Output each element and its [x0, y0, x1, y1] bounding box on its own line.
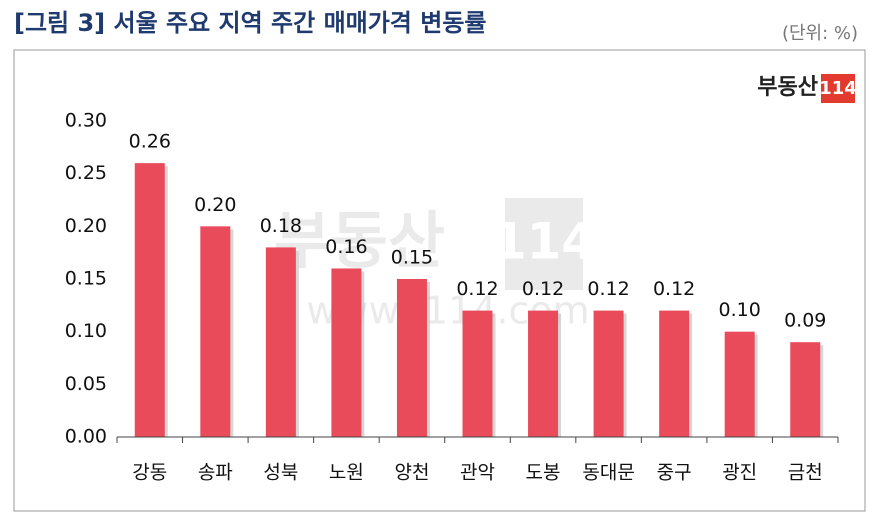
x-tick-label: 송파	[198, 462, 233, 484]
watermark-text: 부동산	[274, 204, 445, 277]
bar	[659, 310, 690, 437]
y-tick-label: 0.20	[65, 215, 107, 237]
watermark-box	[505, 198, 583, 290]
chart-title: [그림 3] 서울 주요 지역 주간 매매가격 변동률	[14, 9, 486, 37]
value-label: 0.09	[784, 310, 826, 332]
bar	[396, 279, 427, 437]
bar	[462, 310, 493, 437]
y-tick-label: 0.00	[65, 426, 107, 448]
value-label: 0.12	[456, 278, 498, 300]
logo-text: 부동산	[757, 75, 818, 100]
x-tick-label: 노원	[329, 462, 364, 484]
value-label: 0.10	[719, 299, 761, 321]
y-tick-label: 0.15	[65, 268, 107, 290]
x-tick-label: 성북	[263, 462, 298, 484]
value-label: 0.18	[260, 215, 302, 237]
value-label: 0.26	[129, 131, 171, 153]
x-tick-label: 강동	[132, 462, 167, 484]
value-label: 0.20	[194, 194, 236, 216]
value-label: 0.12	[587, 278, 629, 300]
x-tick-label: 관악	[460, 462, 495, 484]
x-tick-label: 광진	[722, 462, 757, 484]
bar	[265, 247, 296, 437]
y-tick-label: 0.10	[65, 320, 107, 342]
y-tick-label: 0.30	[65, 110, 107, 132]
x-tick-label: 동대문	[582, 462, 634, 484]
value-label: 0.12	[653, 278, 695, 300]
logo: 부동산 114	[757, 74, 857, 103]
x-tick-label: 중구	[657, 462, 692, 484]
bar	[790, 342, 821, 437]
frame	[13, 49, 866, 512]
bar	[200, 226, 231, 437]
x-tick-label: 금천	[788, 462, 823, 484]
bar	[593, 310, 624, 437]
unit-note: (단위: %)	[782, 23, 858, 44]
bar	[528, 310, 559, 437]
value-label: 0.15	[391, 247, 433, 269]
y-tick-label: 0.05	[65, 373, 107, 395]
logo-box-text: 114	[819, 78, 857, 99]
x-tick-label: 도봉	[526, 462, 561, 484]
watermark-box-text: 114	[492, 213, 596, 271]
x-tick-label: 양천	[394, 462, 429, 484]
bar	[134, 163, 165, 437]
logo-box	[821, 74, 855, 103]
value-label: 0.16	[325, 236, 367, 258]
bar	[331, 268, 362, 437]
value-label: 0.12	[522, 278, 564, 300]
bar	[724, 331, 755, 437]
y-tick-label: 0.25	[65, 162, 107, 184]
